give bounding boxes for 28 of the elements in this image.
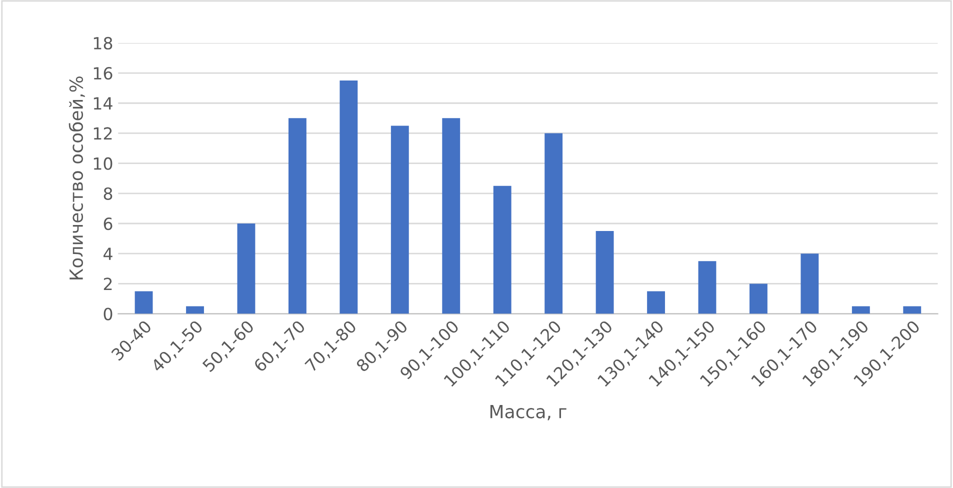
- bar: [800, 254, 819, 314]
- bar: [288, 118, 306, 314]
- y-tick-label: 12: [94, 127, 112, 140]
- y-tick-label: 8: [104, 187, 112, 200]
- bar: [903, 306, 922, 314]
- bar: [493, 186, 512, 314]
- y-tick-label: 6: [104, 217, 112, 230]
- bar: [340, 80, 358, 314]
- y-tick-label: 16: [94, 67, 112, 80]
- bar: [134, 291, 153, 314]
- bar: [852, 306, 870, 314]
- bar: [698, 261, 716, 314]
- y-tick-label: 0: [104, 308, 112, 320]
- y-tick-label: 10: [94, 157, 112, 170]
- bar: [237, 224, 256, 314]
- x-axis-title: Масса, г: [490, 404, 566, 420]
- bar: [390, 126, 409, 314]
- y-tick-label: 4: [104, 248, 112, 260]
- bar: [442, 118, 460, 314]
- bar: [544, 133, 563, 314]
- bar: [647, 291, 665, 314]
- y-tick-label: 18: [94, 36, 112, 50]
- y-tick-label: 2: [104, 278, 112, 290]
- bar: [596, 231, 614, 314]
- bar: [750, 284, 768, 314]
- y-tick-label: 14: [94, 97, 112, 110]
- bar: [186, 306, 204, 314]
- y-axis-title: Количество особей,%: [68, 76, 85, 280]
